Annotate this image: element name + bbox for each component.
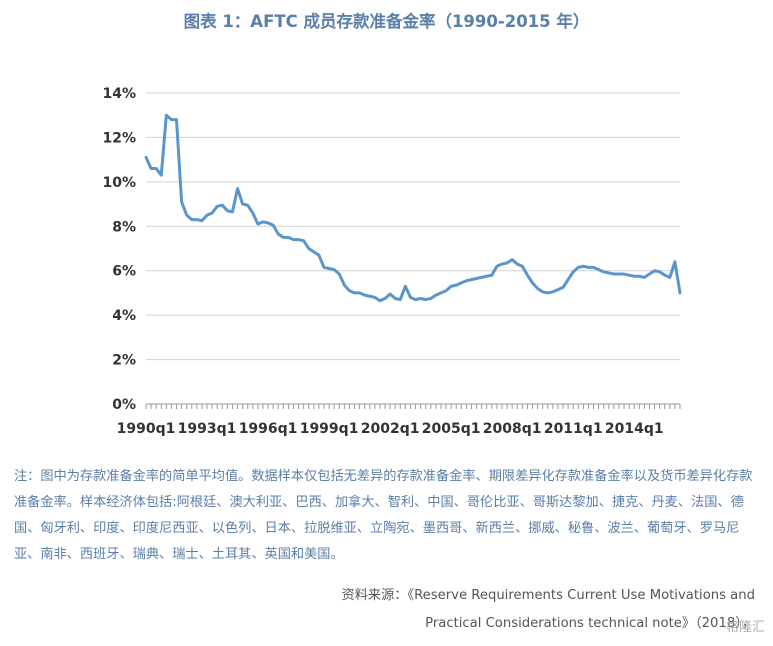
series-line (144, 113, 682, 303)
x-axis-minor-ticks (145, 404, 681, 409)
y-tick-label: 14% (102, 86, 136, 102)
gridlines (146, 92, 680, 361)
source-line-2: Practical Considerations technical note》… (425, 616, 755, 631)
y-tick-label: 10% (102, 175, 136, 191)
line-chart: 0% 2% 4% 6% 8% 10% 12% 14% 1990q1 1993q1 1996q1 19… (102, 86, 682, 437)
chart-note: 注：图中为存款准备金率的简单平均值。数据样本仅包括无差异的存款准备金率、期限差异… (14, 469, 753, 562)
y-tick-label: 8% (112, 219, 136, 235)
x-axis-ticks: 1990q1 1993q1 1996q1 1999q1 2002q1 2005q1 2008… (117, 421, 664, 437)
source-line-1: 资料来源：《Reserve Requirements Current Use M… (341, 588, 755, 603)
y-axis-ticks: 0% 2% 4% 6% 8% 10% 12% 14% (102, 86, 136, 413)
x-tick-label: 2005q1 (422, 421, 481, 437)
watermark-logo: 格隆汇 (725, 620, 765, 635)
x-tick-label: 1999q1 (300, 421, 359, 437)
x-tick-label: 2011q1 (544, 421, 603, 437)
y-tick-label: 12% (102, 130, 136, 146)
x-tick-label: 2014q1 (605, 421, 664, 437)
source-text: 资料来源：《Reserve Requirements Current Use M… (342, 582, 755, 638)
y-tick-label: 6% (112, 264, 136, 280)
x-tick-label: 2002q1 (361, 421, 420, 437)
y-tick-label: 4% (112, 308, 136, 324)
x-tick-label: 1990q1 (117, 421, 176, 437)
x-tick-label: 1996q1 (239, 421, 298, 437)
y-tick-label: 0% (112, 397, 136, 413)
x-tick-label: 2008q1 (483, 421, 542, 437)
x-tick-label: 1993q1 (178, 421, 237, 437)
y-tick-label: 2% (112, 353, 136, 369)
chart-title: 图表 1：AFTC 成员存款准备金率（1990-2015 年） (183, 12, 590, 31)
